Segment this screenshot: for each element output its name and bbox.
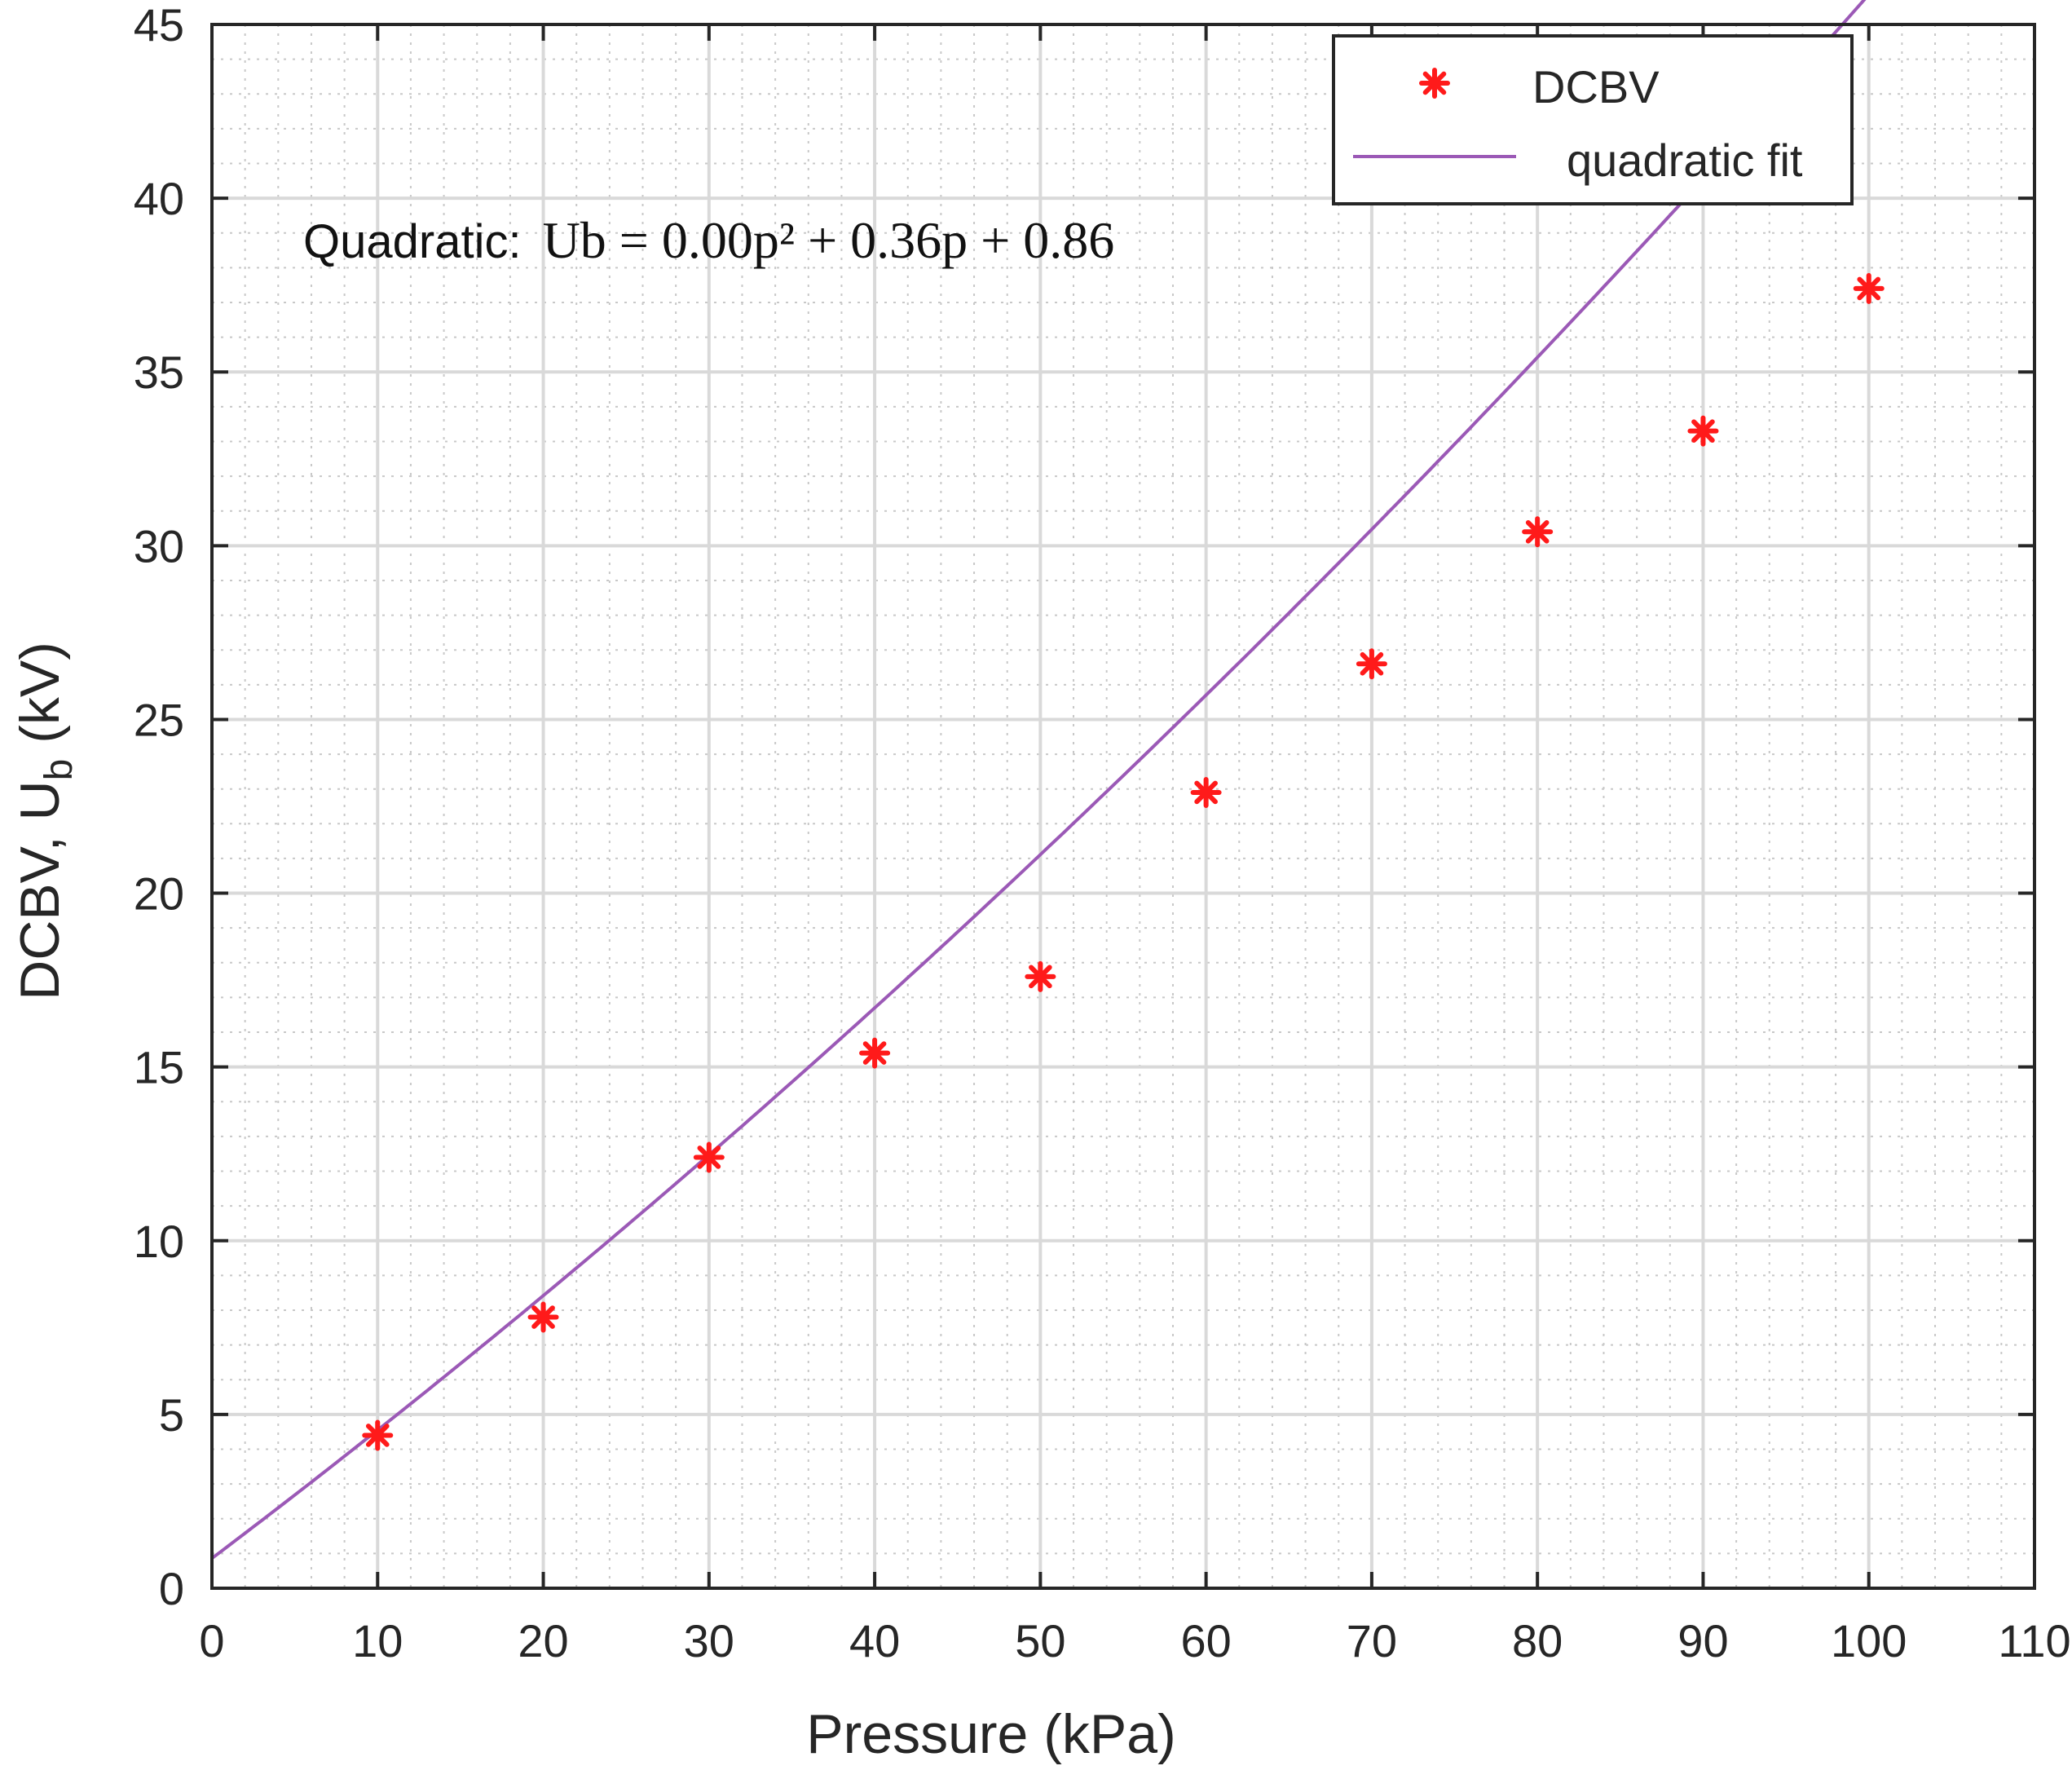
legend-marker-dcbv — [1419, 68, 1450, 99]
y-tick-label: 30 — [134, 520, 184, 572]
x-axis-title: Pressure (kPa) — [806, 1703, 1175, 1765]
fit-equation-text: Ub = 0.00p² + 0.36p + 0.86 — [543, 211, 1115, 269]
data-point — [1190, 776, 1222, 808]
data-point — [1687, 415, 1719, 447]
marker-layer — [362, 272, 1885, 1451]
y-tick-label: 10 — [134, 1216, 184, 1267]
y-tick-label: 45 — [134, 0, 184, 51]
y-tick-label: 25 — [134, 694, 184, 745]
y-tick-label: 40 — [134, 173, 184, 224]
legend-label-quadratic-fit: quadratic fit — [1567, 135, 1803, 186]
fit-equation-prefix: Quadratic: — [303, 215, 522, 268]
x-tick-label: 0 — [199, 1615, 224, 1666]
x-tick-label: 40 — [849, 1615, 900, 1666]
legend-label-dcbv: DCBV — [1532, 61, 1660, 113]
y-tick-label: 5 — [159, 1389, 184, 1441]
x-tick-label: 30 — [684, 1615, 734, 1666]
y-tick-label: 20 — [134, 868, 184, 920]
y-tick-label: 0 — [159, 1563, 184, 1614]
y-axis-title-main: DCBV, U — [9, 780, 71, 1000]
x-tick-label: 90 — [1677, 1615, 1728, 1666]
minor-grid — [212, 24, 2035, 1588]
y-axis-title: DCBV, Ub (kV) — [9, 642, 81, 1000]
y-axis-title-unit: (kV) — [9, 642, 71, 759]
legend: DCBV quadratic fit — [1332, 34, 1854, 205]
x-tick-label: 60 — [1180, 1615, 1231, 1666]
data-point — [362, 1419, 394, 1451]
fit-equation-annotation: Quadratic: Ub = 0.00p² + 0.36p + 0.86 — [303, 211, 1114, 269]
data-point — [693, 1141, 725, 1173]
y-axis-title-subscript: b — [37, 759, 81, 781]
data-point — [1853, 272, 1885, 304]
y-tick-labels: 0 5 10 15 20 25 30 35 40 45 — [134, 0, 184, 1614]
data-point — [1522, 516, 1554, 548]
x-tick-labels: 0 10 20 30 40 50 60 70 80 90 100 110 — [199, 1615, 2070, 1666]
x-tick-label: 80 — [1512, 1615, 1563, 1666]
x-tick-label: 10 — [352, 1615, 403, 1666]
legend-marker-symbol — [1419, 68, 1450, 99]
data-point — [1025, 960, 1056, 992]
legend-box — [1332, 34, 1854, 205]
y-tick-label: 35 — [134, 347, 184, 398]
x-tick-label: 70 — [1347, 1615, 1397, 1666]
x-tick-label: 20 — [518, 1615, 568, 1666]
x-tick-label: 100 — [1831, 1615, 1907, 1666]
x-tick-label: 50 — [1015, 1615, 1065, 1666]
x-tick-label: 110 — [1998, 1615, 2070, 1666]
data-point — [859, 1037, 891, 1069]
plot-frame — [210, 23, 2036, 1590]
data-point — [527, 1301, 559, 1333]
plot-area — [212, 24, 2035, 1588]
data-point — [1356, 648, 1387, 680]
y-tick-label: 15 — [134, 1042, 184, 1093]
